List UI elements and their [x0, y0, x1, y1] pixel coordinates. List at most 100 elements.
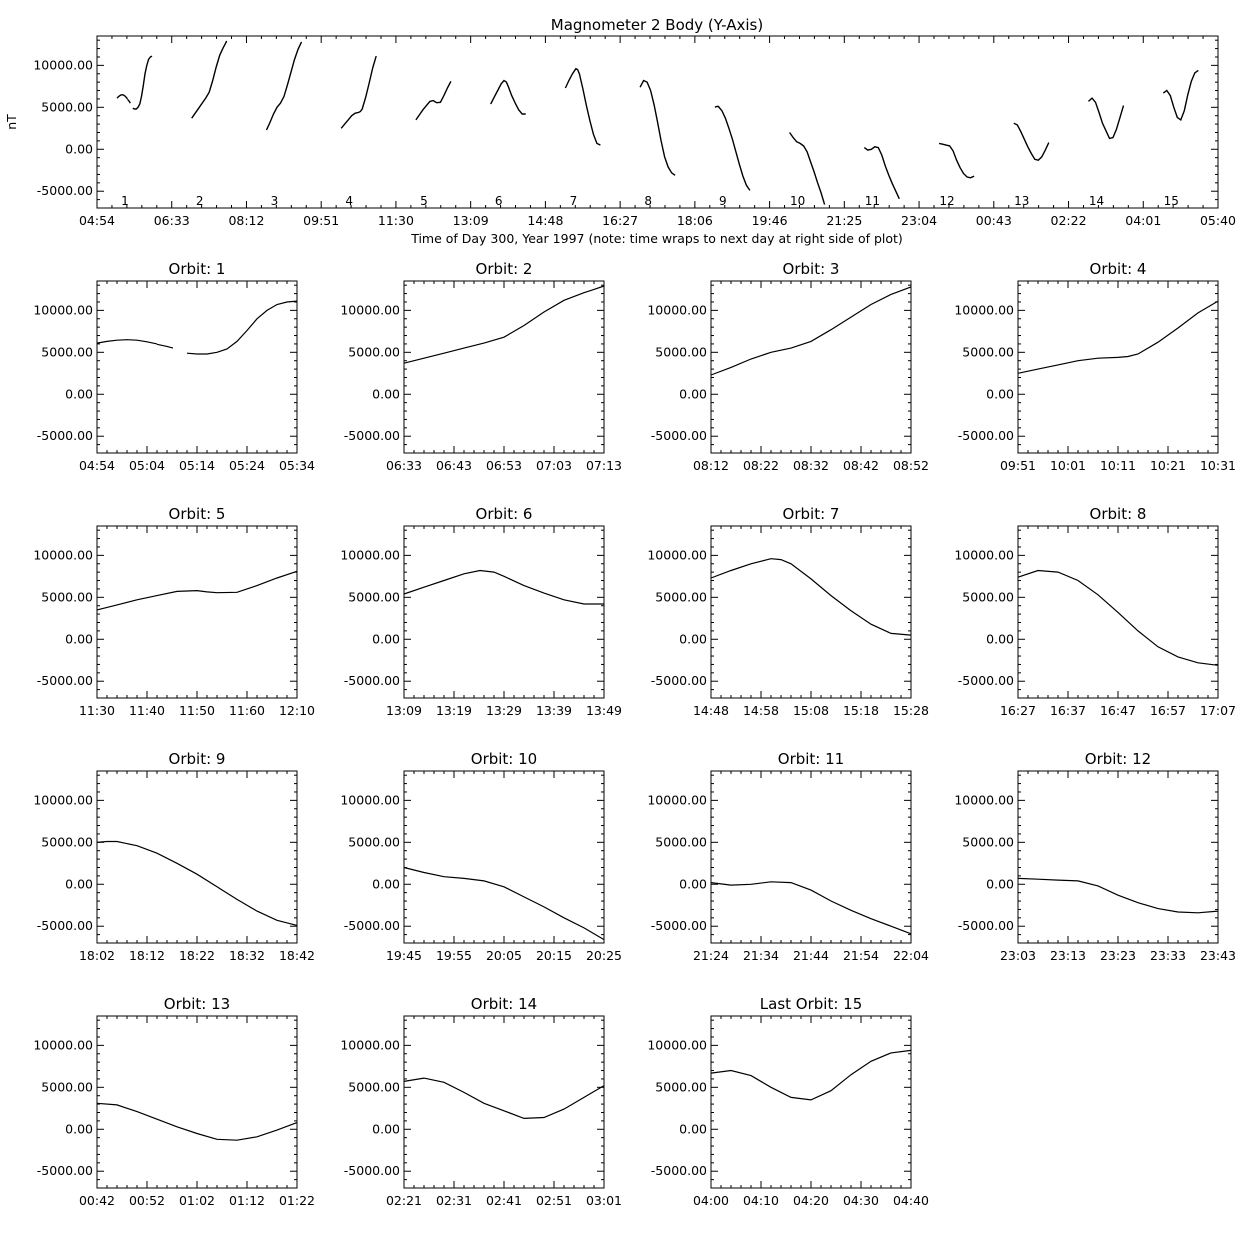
- panel-xtick-label: 15:18: [843, 703, 879, 718]
- panel-xtick-label: 02:51: [536, 1193, 572, 1208]
- panel-xtick-label: 13:19: [436, 703, 472, 718]
- panel-xtick-label: 20:05: [486, 948, 522, 963]
- panel-xtick-label: 21:34: [743, 948, 779, 963]
- panel-ytick-label: -5000.00: [344, 918, 400, 933]
- panel-xtick-label: 15:28: [893, 703, 929, 718]
- main-ylabel: nT: [4, 114, 19, 130]
- orbit-trace: [96, 570, 298, 611]
- main-xtick-label: 05:40: [1200, 213, 1236, 228]
- panel-xtick-label: 00:52: [129, 1193, 165, 1208]
- orbit-panel-title: Orbit: 14: [471, 995, 537, 1013]
- panel-ytick-label: 10000.00: [647, 302, 707, 317]
- panel-xtick-label: 23:23: [1100, 948, 1136, 963]
- panel-ytick-label: 5000.00: [655, 589, 707, 604]
- panel-frame: [403, 1015, 605, 1189]
- panel-ytick-label: 5000.00: [962, 589, 1014, 604]
- panel-frame: [710, 280, 912, 454]
- panel-xtick-label: 23:13: [1050, 948, 1086, 963]
- panel-ytick-label: 5000.00: [655, 344, 707, 359]
- panel-xtick-label: 10:31: [1200, 458, 1236, 473]
- panel-ytick-label: 10000.00: [954, 547, 1014, 562]
- main-orbit-trace: [1162, 69, 1199, 121]
- panel-xtick-label: 07:03: [536, 458, 572, 473]
- panel-ytick-label: -5000.00: [344, 673, 400, 688]
- panel-ytick-label: 5000.00: [348, 1079, 400, 1094]
- main-orbit-trace: [126, 98, 131, 104]
- orbit-trace: [403, 1077, 605, 1120]
- panel-xtick-label: 04:10: [743, 1193, 779, 1208]
- main-orbit-trace: [191, 40, 228, 119]
- orbit-trace: [710, 558, 912, 636]
- orbit-panel: Orbit: 5 10000.00 5000.00 0.00 -5000.00 11:30…: [33, 505, 315, 718]
- panel-frame: [96, 1015, 298, 1189]
- panel-xtick-label: 18:42: [279, 948, 315, 963]
- panel-xtick-label: 08:42: [843, 458, 879, 473]
- panel-ytick-label: -5000.00: [344, 1163, 400, 1178]
- panel-xtick-label: 02:21: [386, 1193, 422, 1208]
- panel-ytick-label: 5000.00: [655, 834, 707, 849]
- orbit-panel: Orbit: 8 10000.00 5000.00 0.00 -5000.00 16:27…: [954, 505, 1236, 718]
- orbit-panel: Orbit: 9 10000.00 5000.00 0.00 -5000.00 18:02…: [33, 750, 315, 963]
- panel-ytick-label: 10000.00: [647, 1037, 707, 1052]
- panel-xtick-label: 05:34: [279, 458, 315, 473]
- panel-xtick-label: 01:22: [279, 1193, 315, 1208]
- panel-ytick-label: -5000.00: [958, 673, 1014, 688]
- main-frame: [96, 35, 1219, 209]
- panel-ytick-label: 5000.00: [41, 589, 93, 604]
- orbit-panel: Orbit: 3 10000.00 5000.00 0.00 -5000.00 08:12…: [647, 260, 929, 473]
- panel-xtick-label: 08:52: [893, 458, 929, 473]
- panel-frame: [96, 280, 298, 454]
- panel-xtick-label: 20:15: [536, 948, 572, 963]
- panel-ytick-label: 0.00: [986, 631, 1014, 646]
- main-xtick-label: 13:09: [453, 213, 489, 228]
- orbit-panel: Last Orbit: 15 10000.00 5000.00 0.00 -5000.0…: [647, 995, 929, 1208]
- orbit-panel-title: Orbit: 13: [164, 995, 230, 1013]
- panel-xtick-label: 11:60: [229, 703, 265, 718]
- main-orbit-number-label: 14: [1089, 194, 1104, 208]
- panel-ytick-label: 0.00: [679, 1121, 707, 1136]
- panel-ytick-label: -5000.00: [651, 673, 707, 688]
- panel-xtick-label: 09:51: [1000, 458, 1036, 473]
- main-orbit-trace: [639, 79, 676, 176]
- panel-ytick-label: 0.00: [372, 876, 400, 891]
- panel-xtick-label: 22:04: [893, 948, 929, 963]
- orbit-trace: [96, 840, 298, 926]
- panel-ytick-label: 0.00: [372, 631, 400, 646]
- orbit-panel: Orbit: 4 10000.00 5000.00 0.00 -5000.00 09:51…: [954, 260, 1236, 473]
- panel-ytick-label: 0.00: [65, 876, 93, 891]
- panel-ytick-label: 5000.00: [41, 344, 93, 359]
- main-xtick-label: 02:22: [1051, 213, 1087, 228]
- panel-ytick-label: -5000.00: [651, 428, 707, 443]
- main-orbit-number-label: 6: [495, 194, 503, 208]
- main-orbit-trace: [340, 55, 377, 129]
- panel-xtick-label: 19:55: [436, 948, 472, 963]
- panel-xtick-label: 02:31: [436, 1193, 472, 1208]
- panel-ytick-label: -5000.00: [651, 1163, 707, 1178]
- panel-xtick-label: 06:33: [386, 458, 422, 473]
- orbit-trace: [403, 866, 605, 941]
- panel-xtick-label: 04:40: [893, 1193, 929, 1208]
- panel-ytick-label: 5000.00: [962, 834, 1014, 849]
- panel-ytick-label: -5000.00: [958, 428, 1014, 443]
- main-orbit-number-label: 10: [790, 194, 805, 208]
- orbit-panel: Orbit: 7 10000.00 5000.00 0.00 -5000.00 14:48…: [647, 505, 929, 718]
- panel-ytick-label: -5000.00: [37, 673, 93, 688]
- orbit-panel: Orbit: 12 10000.00 5000.00 0.00 -5000.00 23:0…: [954, 750, 1236, 963]
- panel-ytick-label: 10000.00: [340, 792, 400, 807]
- main-xtick-label: 21:25: [826, 213, 862, 228]
- orbit-trace: [710, 881, 912, 935]
- main-orbit-trace: [415, 80, 452, 121]
- main-ytick-label: -5000.00: [37, 183, 93, 198]
- panel-xtick-label: 04:20: [793, 1193, 829, 1208]
- panel-ytick-label: 10000.00: [340, 302, 400, 317]
- orbit-trace: [1017, 569, 1219, 666]
- main-title: Magnometer 2 Body (Y-Axis): [551, 16, 763, 34]
- main-orbit-number-label: 12: [939, 194, 954, 208]
- panel-frame: [403, 525, 605, 699]
- panel-xtick-label: 16:27: [1000, 703, 1036, 718]
- panel-ytick-label: 0.00: [986, 386, 1014, 401]
- panel-ytick-label: 10000.00: [647, 792, 707, 807]
- panel-xtick-label: 10:01: [1050, 458, 1086, 473]
- orbit-trace: [96, 339, 158, 345]
- panel-ytick-label: 10000.00: [33, 792, 93, 807]
